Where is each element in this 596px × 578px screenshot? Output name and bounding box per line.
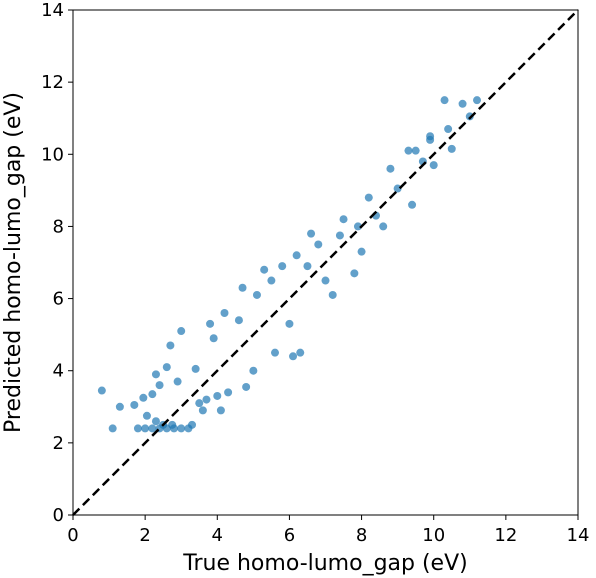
y-tick-label: 0 (53, 505, 64, 526)
data-point (411, 146, 420, 155)
y-axis-label: Predicted homo-lumo_gap (eV) (1, 92, 26, 433)
x-tick-label: 14 (567, 525, 590, 546)
data-point (314, 240, 323, 249)
data-point (191, 364, 200, 373)
x-tick-label: 4 (212, 525, 223, 546)
data-point (404, 146, 413, 155)
data-point (339, 215, 348, 224)
data-point (151, 417, 160, 426)
data-point (220, 309, 229, 317)
y-tick-label: 14 (41, 0, 64, 21)
y-tick-label: 8 (53, 216, 64, 237)
y-tick-label: 4 (53, 361, 64, 382)
data-point (303, 262, 312, 271)
y-tick-label: 10 (41, 144, 64, 165)
data-point (97, 386, 106, 395)
data-point (292, 251, 301, 260)
data-point (386, 164, 395, 173)
data-point (115, 402, 124, 411)
data-point (393, 184, 402, 193)
x-axis-label: True homo-lumo_gap (eV) (182, 551, 467, 576)
data-point (162, 363, 171, 372)
data-point (234, 316, 243, 325)
data-point (206, 319, 215, 328)
y-tick-label: 2 (53, 433, 64, 454)
y-tick-label: 12 (41, 72, 64, 93)
x-axis-ticks: 0 2 4 6 8 10 12 14 (67, 515, 589, 546)
data-point (252, 290, 261, 299)
x-tick-label: 12 (494, 525, 517, 546)
data-point (249, 366, 258, 375)
data-point (148, 390, 157, 399)
data-point (267, 276, 276, 285)
x-tick-label: 8 (356, 525, 367, 546)
data-point (166, 341, 175, 350)
data-point (260, 265, 269, 274)
identity-reference-line (72, 9, 579, 516)
data-point (209, 334, 218, 343)
data-point (473, 96, 481, 105)
data-point (465, 112, 474, 121)
data-point (173, 377, 182, 386)
plot-frame (72, 9, 579, 516)
data-point (168, 420, 177, 429)
data-point (350, 269, 359, 278)
data-point (242, 382, 251, 391)
data-points (97, 96, 481, 433)
data-point (213, 391, 222, 400)
data-point (139, 393, 148, 402)
data-point (447, 144, 456, 153)
data-point (141, 424, 150, 433)
data-point (444, 125, 453, 134)
data-point (198, 406, 207, 415)
data-point (429, 161, 438, 170)
data-point (108, 424, 117, 433)
data-point (328, 290, 337, 299)
data-point (357, 247, 366, 256)
data-point (364, 193, 373, 202)
data-point (151, 370, 160, 379)
data-point (289, 352, 298, 361)
data-point (188, 420, 197, 429)
data-point (307, 229, 316, 238)
data-point (440, 96, 449, 105)
data-point (353, 222, 362, 231)
data-point (335, 231, 344, 240)
data-point (379, 222, 388, 231)
data-point (224, 388, 233, 397)
y-axis-ticks: 0 2 4 6 8 10 12 14 (41, 0, 73, 526)
x-tick-label: 6 (284, 525, 295, 546)
data-point (130, 400, 139, 409)
x-tick-label: 2 (139, 525, 150, 546)
data-point (271, 348, 279, 357)
data-point (148, 424, 157, 433)
data-point (177, 424, 186, 433)
data-point (142, 411, 151, 420)
data-point (155, 381, 164, 390)
data-point (133, 424, 142, 433)
data-point (285, 319, 294, 328)
x-tick-label: 0 (67, 525, 78, 546)
data-point (426, 132, 435, 141)
x-tick-label: 10 (422, 525, 445, 546)
data-point (177, 327, 186, 336)
y-tick-label: 6 (53, 289, 64, 310)
data-point (408, 200, 417, 209)
data-point (195, 399, 204, 408)
data-point (216, 406, 225, 415)
data-point (321, 276, 330, 285)
data-point (458, 99, 467, 108)
data-point (278, 262, 287, 271)
data-point (202, 395, 211, 404)
data-point (296, 348, 305, 357)
data-point (238, 283, 247, 292)
